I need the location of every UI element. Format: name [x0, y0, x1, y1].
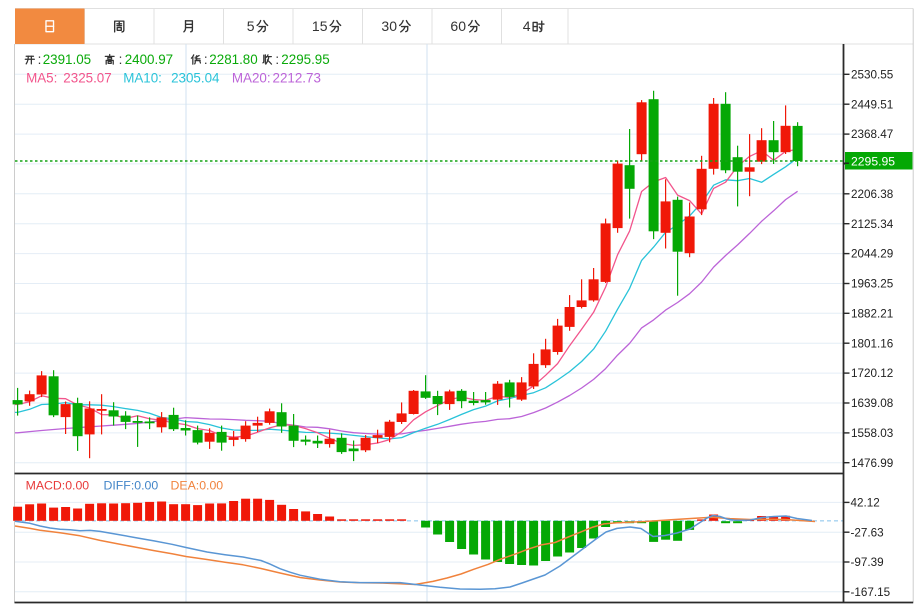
svg-text::: : — [38, 52, 42, 67]
svg-text::: : — [204, 52, 208, 67]
svg-text:2295.95: 2295.95 — [851, 154, 895, 168]
svg-text::: : — [275, 52, 279, 67]
svg-text:1476.99: 1476.99 — [851, 457, 893, 470]
svg-text:2400.97: 2400.97 — [125, 52, 173, 67]
svg-text:15: 15 — [312, 18, 328, 34]
svg-text:1882.21: 1882.21 — [851, 307, 893, 320]
svg-text:1801.16: 1801.16 — [851, 337, 893, 350]
svg-text:-97.39: -97.39 — [851, 556, 884, 569]
svg-text:MA10: 2305.04: MA10: 2305.04 — [123, 71, 220, 86]
svg-text:2125.34: 2125.34 — [851, 218, 894, 231]
svg-text:60: 60 — [450, 18, 466, 34]
svg-text:MA5: 2325.07: MA5: 2325.07 — [26, 71, 112, 86]
svg-text:2449.51: 2449.51 — [851, 98, 893, 111]
svg-text:42.12: 42.12 — [851, 497, 880, 510]
svg-text:1963.25: 1963.25 — [851, 278, 894, 291]
svg-text:DIFF:0.00: DIFF:0.00 — [104, 479, 159, 493]
svg-text:2044.29: 2044.29 — [851, 248, 893, 261]
svg-text:DEA:0.00: DEA:0.00 — [171, 479, 224, 493]
svg-text:2281.80: 2281.80 — [209, 52, 257, 67]
svg-text:2206.38: 2206.38 — [851, 188, 893, 201]
svg-text:1558.03: 1558.03 — [851, 427, 893, 440]
svg-text:1720.12: 1720.12 — [851, 367, 893, 380]
svg-text:2368.47: 2368.47 — [851, 128, 893, 141]
svg-text:-27.63: -27.63 — [851, 526, 884, 539]
svg-text:2530.55: 2530.55 — [851, 68, 894, 81]
svg-text:5: 5 — [247, 18, 255, 34]
svg-text:MA20: 2212.73: MA20: 2212.73 — [232, 71, 321, 86]
svg-text:1639.08: 1639.08 — [851, 397, 893, 410]
svg-text:30: 30 — [381, 18, 397, 34]
svg-text:MACD:0.00: MACD:0.00 — [26, 479, 90, 493]
svg-text:-167.15: -167.15 — [851, 586, 891, 599]
svg-text::: : — [119, 52, 123, 67]
svg-text:4: 4 — [523, 18, 531, 34]
svg-text:2391.05: 2391.05 — [43, 52, 91, 67]
svg-text:2295.95: 2295.95 — [281, 52, 329, 67]
